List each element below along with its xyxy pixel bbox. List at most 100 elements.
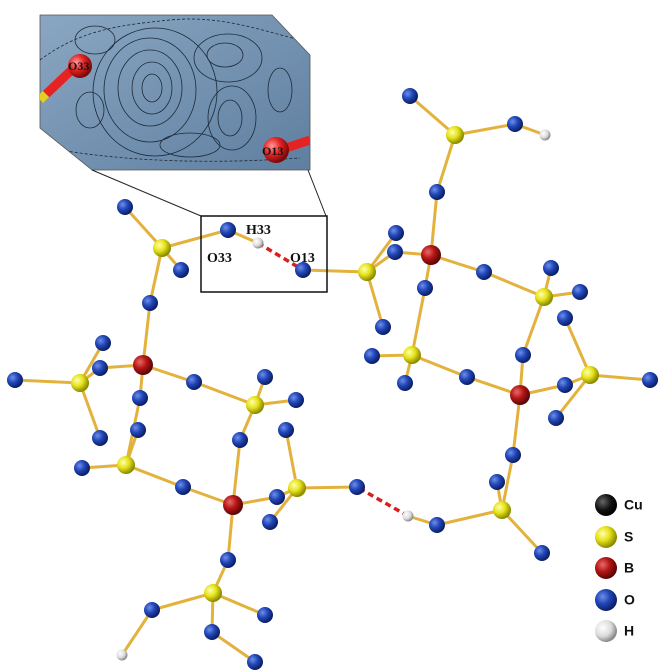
legend-label: H [624,623,634,639]
legend-swatch [595,557,617,579]
atom [421,245,441,265]
atom [246,396,264,414]
atom [349,479,365,495]
bond [455,124,515,135]
inset-map: O33 O13 [40,15,310,170]
atom [387,244,403,260]
atom-label: O33 [207,251,232,266]
atom [364,348,380,364]
atom [403,511,414,522]
atom [402,88,418,104]
atom [247,654,263,670]
bond [523,297,544,355]
atom [388,225,404,241]
atom [144,602,160,618]
atom [223,495,243,515]
atom [262,514,278,530]
atom [92,360,108,376]
atom [278,422,294,438]
atom [446,126,464,144]
bond [194,382,255,405]
bond [590,375,650,380]
atom [132,390,148,406]
atom [543,260,559,276]
atom [175,479,191,495]
atom [220,552,236,568]
atom [510,385,530,405]
bond [15,380,80,383]
atom [417,280,433,296]
atom [358,263,376,281]
atom [493,501,511,519]
inset-label: O13 [262,144,283,158]
atom [232,432,248,448]
page: {"inset_labels": ["O33", "O13"], "box_la… [0,0,665,671]
bond [297,487,357,488]
atom [429,184,445,200]
atom [95,335,111,351]
atom [173,262,189,278]
atom [257,369,273,385]
atom [507,116,523,132]
atom [117,650,128,661]
atom [557,377,573,393]
bond [152,593,213,610]
legend-swatch [595,589,617,611]
atom [515,347,531,363]
atom [92,430,108,446]
legend-label: B [624,560,634,576]
legend-swatch [595,494,617,516]
legend: Cu S B O H [595,494,643,642]
atom [548,410,564,426]
inset-label: O33 [68,59,89,73]
atom [204,624,220,640]
bonds [15,96,650,662]
bond [437,510,502,525]
atom [581,366,599,384]
atom [288,479,306,497]
atom [142,295,158,311]
atom [133,355,153,375]
atom [117,199,133,215]
atom [572,284,588,300]
atom [429,517,445,533]
atom [505,447,521,463]
atom [476,264,492,280]
zoom-line [308,170,326,216]
atom [535,288,553,306]
bond [412,288,425,355]
atom-label: H33 [246,223,271,238]
hydrogen-bond [357,487,408,516]
bond [126,465,183,487]
atom [375,319,391,335]
atom-label: O13 [290,251,315,266]
legend-label: S [624,529,633,545]
atom [489,474,505,490]
atom [204,584,222,602]
atom [220,222,236,238]
legend-swatch [595,620,617,642]
legend-label: Cu [624,497,643,513]
figure: O33 O13 H33 O33 O13 Cu S B O H [0,0,665,671]
atom [642,372,658,388]
atom [534,545,550,561]
atom [153,239,171,257]
bond [122,610,152,655]
atom [186,374,202,390]
atom [459,369,475,385]
atom [71,374,89,392]
zoom-line [92,170,201,216]
atom [74,460,90,476]
atom [7,372,23,388]
legend-swatch [595,526,617,548]
atom [540,130,551,141]
atom [403,346,421,364]
atom [253,238,264,249]
atom [269,489,285,505]
bond [484,272,544,297]
legend-label: O [624,592,635,608]
bond [303,270,367,272]
atom [288,392,304,408]
atom [130,422,146,438]
atom [257,607,273,623]
